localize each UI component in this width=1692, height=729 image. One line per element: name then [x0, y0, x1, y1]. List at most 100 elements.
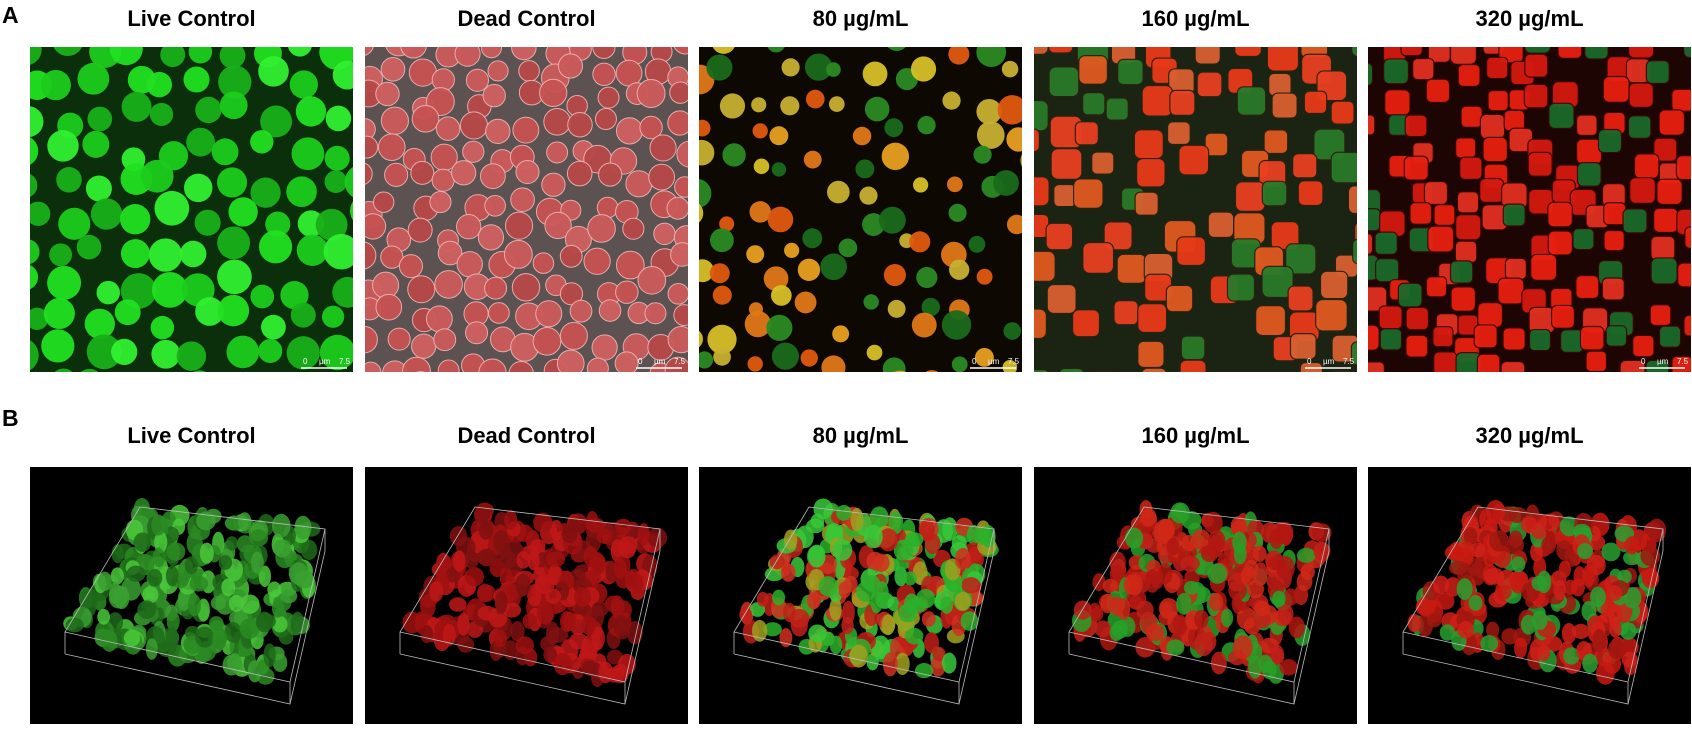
cell [511, 273, 541, 302]
cell [894, 566, 908, 587]
cell [1479, 113, 1506, 140]
cell [910, 56, 937, 82]
cell [249, 529, 269, 547]
cell [871, 635, 891, 660]
cell [217, 226, 251, 260]
cell [1102, 578, 1119, 594]
cell [111, 544, 124, 564]
cell [1645, 359, 1670, 372]
cell [818, 576, 838, 597]
cell [1360, 390, 1380, 410]
cell [863, 294, 879, 310]
cell [1117, 597, 1131, 620]
cell [434, 270, 463, 299]
cell [453, 550, 466, 572]
cell [653, 222, 676, 246]
cell [626, 620, 643, 645]
cell [904, 627, 924, 645]
cell [256, 613, 276, 630]
cell [411, 105, 440, 133]
cell [1460, 105, 1483, 128]
cell [1658, 325, 1682, 348]
cell [267, 581, 282, 598]
cell [65, 617, 84, 633]
cell [1582, 653, 1598, 674]
cell [1034, 308, 1048, 340]
cell [273, 539, 292, 558]
cell [1439, 624, 1456, 641]
cell [1145, 568, 1160, 593]
cell [225, 536, 238, 551]
cell [239, 618, 260, 639]
cell [769, 554, 785, 570]
cell [511, 47, 537, 61]
cell [1426, 612, 1442, 628]
cell [1675, 155, 1691, 181]
scale-end: 7.5 [674, 357, 686, 366]
cell [1282, 588, 1299, 606]
cell [622, 217, 645, 240]
cell [140, 159, 174, 193]
cell [265, 211, 291, 237]
cell [1524, 47, 1552, 54]
cell [915, 663, 934, 679]
cell [30, 174, 38, 197]
cell [1234, 181, 1266, 212]
cell [670, 242, 688, 267]
cell [559, 321, 588, 350]
cell [218, 65, 252, 99]
cell [794, 375, 818, 399]
cell [445, 567, 460, 583]
scale-unit: µm [1323, 357, 1335, 366]
cell [410, 160, 435, 185]
cell [1629, 383, 1654, 408]
cell [1477, 302, 1504, 328]
cell [54, 368, 73, 372]
scale-end: 7.5 [1677, 357, 1689, 366]
cell [151, 339, 181, 369]
cell [473, 505, 491, 524]
cell [772, 589, 786, 606]
cell [1073, 600, 1092, 620]
cell [667, 283, 688, 305]
cell [1176, 236, 1207, 267]
cell [365, 135, 379, 159]
cell [56, 167, 82, 193]
scale-unit: µm [654, 357, 666, 366]
cell [1082, 92, 1106, 116]
cell [1034, 176, 1050, 207]
cell [630, 573, 644, 594]
cell [321, 305, 345, 328]
cell [770, 285, 792, 306]
cell [532, 326, 562, 356]
cell [769, 126, 789, 146]
column-title: 320 µg/mL [1475, 6, 1583, 31]
cell [1230, 520, 1247, 536]
panel-label: B [2, 405, 19, 431]
cell [916, 589, 936, 609]
cell [921, 611, 936, 627]
cell [1558, 560, 1571, 578]
cell [794, 291, 817, 314]
cells [1360, 47, 1691, 410]
cell [1082, 241, 1115, 274]
cell [150, 315, 175, 340]
micrograph: 0 µm 7.5 [1360, 47, 1691, 410]
cell [110, 567, 124, 585]
cell [1576, 161, 1602, 187]
cell [250, 284, 275, 309]
cell [1572, 228, 1595, 251]
cell [1450, 286, 1477, 312]
cell [126, 565, 146, 583]
cell [829, 597, 842, 622]
cell [1384, 89, 1411, 116]
cell [767, 47, 785, 53]
cell [464, 567, 485, 587]
cell [1575, 375, 1597, 397]
cell [1627, 115, 1652, 139]
cell [821, 355, 846, 372]
cell [1405, 334, 1429, 358]
cell [763, 266, 789, 291]
cell [707, 324, 737, 354]
cell [1628, 82, 1654, 108]
